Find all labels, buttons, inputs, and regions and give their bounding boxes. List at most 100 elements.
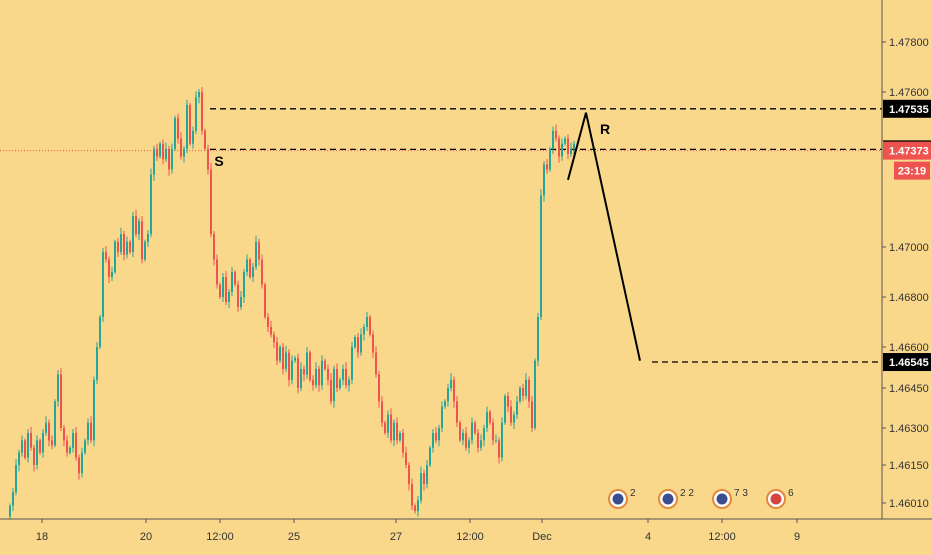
candle-body [459, 422, 461, 441]
candle-body [309, 352, 311, 380]
candle-body [240, 297, 242, 307]
y-tick-label: 1.46450 [889, 383, 929, 395]
y-tick-label: 1.46800 [889, 292, 929, 304]
candle-body [111, 272, 113, 277]
candle-body [24, 440, 26, 458]
candle-body [9, 505, 11, 517]
candle-body [387, 414, 389, 433]
candle-body [180, 138, 182, 157]
candle-body [27, 432, 29, 458]
candle-body [75, 432, 77, 458]
candle-body [66, 440, 68, 453]
candle-body [354, 337, 356, 347]
candle-body [114, 241, 116, 272]
candle-body [234, 272, 236, 285]
candle-body [414, 505, 416, 512]
drawings[interactable]: SR [214, 112, 641, 361]
candle-body [69, 447, 71, 453]
candle-body [72, 432, 74, 448]
y-tick-label: 1.46300 [889, 423, 929, 435]
candle-body [123, 234, 125, 255]
current-price-box [883, 141, 931, 160]
axes: 1.47800 1.47600 1.47000 1.46800 1.46600 1.464… [0, 0, 932, 543]
candle-body [30, 432, 32, 448]
candle-body [183, 148, 185, 157]
candle-body [189, 104, 191, 144]
candle-body [84, 440, 86, 453]
event-marker-icon[interactable]: 7 3 [712, 488, 748, 509]
candle-body [186, 104, 188, 149]
candle-body [282, 347, 284, 369]
x-tick-label: 18 [36, 531, 48, 543]
candle-body [483, 428, 485, 441]
candle-body [297, 357, 299, 388]
candle-body [465, 432, 467, 448]
candle-body [396, 422, 398, 441]
flag-icon [716, 493, 728, 505]
event-marker-icon[interactable]: 2 2 [658, 488, 694, 509]
candle-body [126, 241, 128, 255]
candle-body [564, 138, 566, 144]
candle-body [138, 221, 140, 235]
y-tick-label: 1.46150 [889, 460, 929, 472]
candle-body [45, 422, 47, 433]
y-tick-label: 1.46010 [889, 498, 929, 510]
candle-body [222, 277, 224, 297]
candle-body [537, 317, 539, 361]
candle-body [558, 138, 560, 157]
candle-body [474, 422, 476, 433]
candle-body [99, 317, 101, 347]
candle-body [507, 396, 509, 407]
candle-body [426, 465, 428, 484]
candle-body [552, 130, 554, 149]
candle-body [534, 360, 536, 428]
candle-body [408, 465, 410, 484]
x-tick-label: 12:00 [206, 531, 234, 543]
candle-body [318, 368, 320, 386]
event-markers[interactable]: 2 2 2 7 3 6 [608, 488, 794, 509]
candle-body [372, 334, 374, 353]
x-tick-label: Dec [532, 531, 552, 543]
candle-body [444, 401, 446, 407]
candle-body [330, 379, 332, 402]
candle-body [63, 428, 65, 441]
candle-body [327, 368, 329, 380]
candle-body [171, 148, 173, 170]
event-count: 2 [630, 488, 636, 499]
x-tick-label: 25 [288, 531, 300, 543]
candle-body [150, 174, 152, 235]
countdown-box [894, 161, 930, 180]
candle-body [549, 148, 551, 170]
x-tick-label: 12:00 [456, 531, 484, 543]
candle-body [489, 412, 491, 423]
x-tick-label: 4 [645, 531, 651, 543]
candle-body [513, 414, 515, 423]
event-marker-icon[interactable]: 2 [608, 488, 636, 509]
candle-body [252, 267, 254, 277]
candle-body [411, 484, 413, 506]
candle-body [417, 500, 419, 512]
candle-body [405, 452, 407, 465]
candle-body [528, 379, 530, 402]
event-marker-icon[interactable]: 6 [766, 488, 794, 509]
candle-body [366, 317, 368, 327]
flag-icon [770, 493, 782, 505]
projection-path[interactable] [567, 112, 641, 361]
candle-body [543, 164, 545, 196]
candle-body [369, 317, 371, 335]
candle-body [57, 374, 59, 402]
level-price-box [883, 353, 931, 372]
candle-body [495, 440, 497, 442]
candle-body [486, 412, 488, 428]
countdown-label: 23:19 [898, 166, 926, 178]
candle-body [264, 284, 266, 317]
candle-body [321, 360, 323, 386]
candle-body [399, 432, 401, 441]
candle-body [441, 406, 443, 428]
y-tick-label: 1.47800 [889, 37, 929, 49]
candle-body [360, 334, 362, 353]
horizontal-levels[interactable] [0, 108, 882, 363]
candle-body [117, 241, 119, 252]
